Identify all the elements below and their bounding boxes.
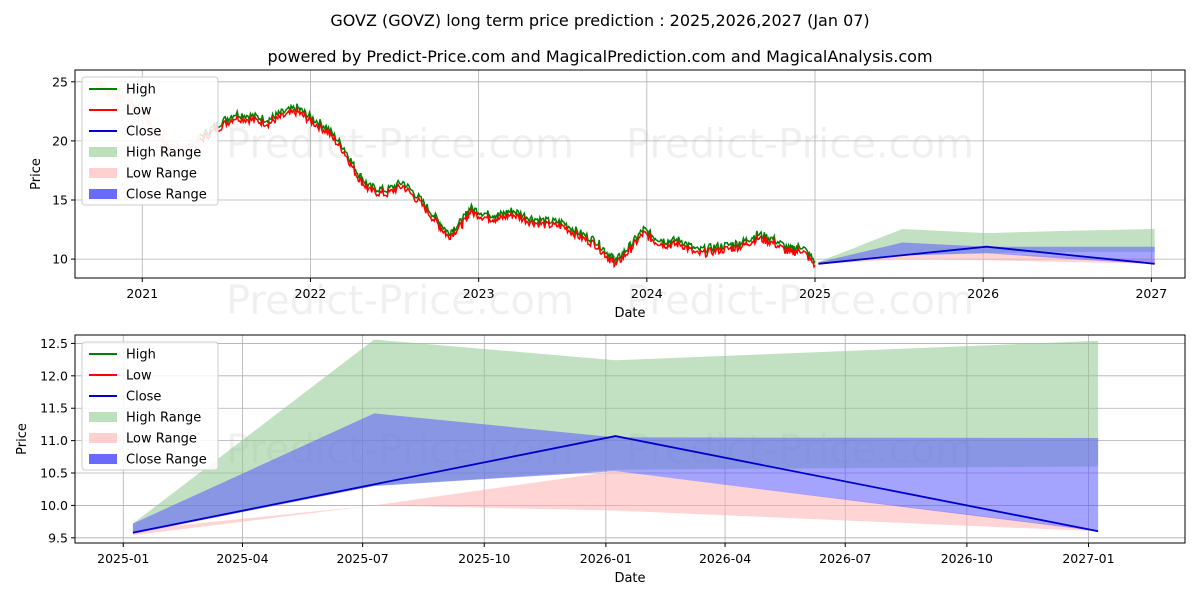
history-low-line: [199, 107, 816, 269]
chart-subtitle: powered by Predict-Price.com and Magical…: [267, 47, 932, 66]
y-tick-label: 11.5: [40, 401, 68, 416]
x-tick-label: 2025: [799, 286, 831, 301]
y-tick-label: 10: [52, 252, 68, 267]
legend-label: Close Range: [126, 188, 207, 203]
x-tick-label: 2021: [126, 286, 158, 301]
legend-label: Low Range: [126, 167, 197, 182]
legend-swatch-patch: [89, 168, 117, 178]
legend-label: High: [126, 83, 156, 98]
legend-swatch-patch: [89, 454, 117, 464]
x-tick-label: 2023: [463, 286, 495, 301]
x-tick-label: 2025-01: [97, 551, 149, 566]
close-forecast-line: [132, 435, 1099, 534]
y-tick-label: 12.5: [40, 336, 68, 351]
y-axis-label: Price: [15, 423, 30, 455]
plot-frame: [74, 69, 1186, 279]
y-tick-label: 11.0: [40, 433, 68, 448]
y-tick-label: 20: [52, 133, 68, 148]
bottom-panel: Predict-Price.comPredict-Price.com2025-0…: [15, 334, 1186, 586]
legend-label: Close: [126, 125, 161, 140]
legend-swatch-patch: [89, 147, 117, 157]
x-tick-label: 2027: [1135, 286, 1167, 301]
y-tick-label: 15: [52, 193, 68, 208]
low-range-band: [132, 471, 1099, 536]
x-axis-label: Date: [614, 306, 645, 321]
legend-label: Close Range: [126, 453, 207, 468]
x-tick-label: 2026-10: [941, 551, 993, 566]
y-tick-label: 25: [52, 74, 68, 89]
x-tick-label: 2025-04: [216, 551, 268, 566]
y-tick-label: 10.0: [40, 498, 68, 513]
y-tick-label: 10.5: [40, 466, 68, 481]
watermark-text: Predict-Price.com: [626, 121, 974, 167]
x-tick-label: 2026-01: [580, 551, 632, 566]
history-high-line: [199, 103, 816, 265]
legend-label: High Range: [126, 146, 201, 161]
legend-swatch-patch: [89, 433, 117, 443]
legend-label: High: [126, 348, 156, 363]
plot-frame: [74, 334, 1186, 544]
close-range-band: [818, 242, 1155, 265]
watermark-text: Predict-Price.com: [226, 121, 574, 167]
watermark-text: Predict-Price.com: [626, 278, 974, 324]
legend-label: Low: [126, 369, 152, 384]
x-tick-label: 2025-10: [458, 551, 510, 566]
top-panel: Predict-Price.com Predict-Price.com Predic…: [29, 69, 1186, 324]
x-tick-label: 2022: [295, 286, 327, 301]
legend-swatch-patch: [89, 412, 117, 422]
x-tick-label: 2026: [967, 286, 999, 301]
legend-swatch-patch: [89, 189, 117, 199]
chart-title: GOVZ (GOVZ) long term price prediction :…: [330, 11, 869, 30]
close-forecast-line: [818, 245, 1155, 265]
x-tick-label: 2024: [631, 286, 663, 301]
legend-label: Low: [126, 104, 152, 119]
y-tick-label: 12.0: [40, 368, 68, 383]
x-tick-label: 2026-04: [699, 551, 751, 566]
x-tick-label: 2026-07: [819, 551, 871, 566]
x-axis-label: Date: [614, 571, 645, 586]
watermark-text: Predict-Price.com: [226, 278, 574, 324]
y-tick-label: 9.5: [48, 530, 68, 545]
legend-label: Close: [126, 390, 161, 405]
legend-label: High Range: [126, 411, 201, 426]
legend-label: Low Range: [126, 432, 197, 447]
y-axis-label: Price: [29, 158, 44, 190]
close-range-band: [132, 413, 1099, 534]
x-tick-label: 2025-07: [337, 551, 389, 566]
x-tick-label: 2027-01: [1062, 551, 1114, 566]
